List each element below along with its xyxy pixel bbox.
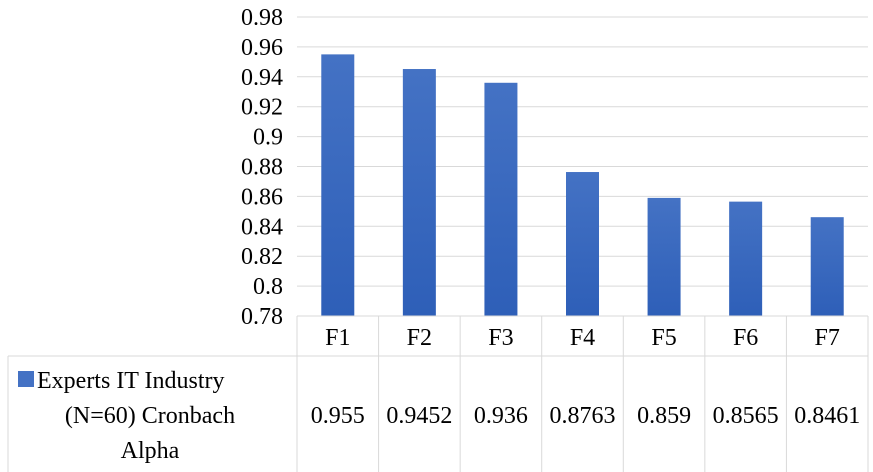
bar-f2 — [402, 69, 436, 316]
data-table: F1 0.955 F2 0.9452 F3 0.936 F4 0.8763 F5 0.859 F6 0… — [7, 315, 869, 472]
data-label: 0.8763 — [550, 403, 616, 429]
y-tick-label: 0.8 — [253, 274, 283, 300]
data-label: 0.936 — [474, 403, 528, 429]
bar-f3 — [484, 82, 518, 316]
y-tick-label: 0.92 — [241, 95, 283, 121]
bar-f4 — [566, 172, 599, 316]
bar-f6 — [729, 201, 763, 316]
y-tick-label: 0.86 — [241, 184, 283, 210]
y-tick-label: 0.96 — [241, 35, 283, 61]
x-tick-label: F4 — [570, 325, 595, 351]
data-label: 0.9452 — [386, 403, 452, 429]
y-tick-label: 0.88 — [241, 155, 283, 181]
y-tick-label: 0.98 — [241, 5, 283, 31]
data-label: 0.8461 — [794, 403, 860, 429]
data-label: 0.859 — [637, 403, 691, 429]
gridlines — [297, 16, 868, 287]
x-tick-label: F3 — [488, 325, 513, 351]
x-tick-label: F5 — [651, 325, 676, 351]
y-tick-label: 0.9 — [253, 125, 283, 151]
data-label: 0.8565 — [713, 403, 779, 429]
y-tick-label: 0.94 — [241, 65, 283, 91]
series-name: Experts IT Industry (N=60) Cronbach Alpha — [37, 368, 235, 464]
bar-f5 — [647, 197, 681, 316]
data-label: 0.955 — [311, 403, 365, 429]
x-tick-label: F2 — [407, 325, 432, 351]
bar-f1 — [321, 54, 355, 316]
bar-series — [321, 54, 844, 316]
bar-f7 — [810, 217, 844, 316]
y-tick-label: 0.82 — [241, 244, 283, 270]
legend-key — [18, 371, 34, 387]
y-axis: 0.78 0.8 0.82 0.84 0.86 0.88 0.9 0.92 0.94 0.96 0.… — [241, 5, 283, 330]
x-tick-label: F1 — [325, 325, 350, 351]
x-tick-label: F7 — [815, 325, 840, 351]
y-tick-label: 0.84 — [241, 214, 283, 240]
x-tick-label: F6 — [733, 325, 758, 351]
y-tick-label: 0.78 — [241, 304, 283, 330]
